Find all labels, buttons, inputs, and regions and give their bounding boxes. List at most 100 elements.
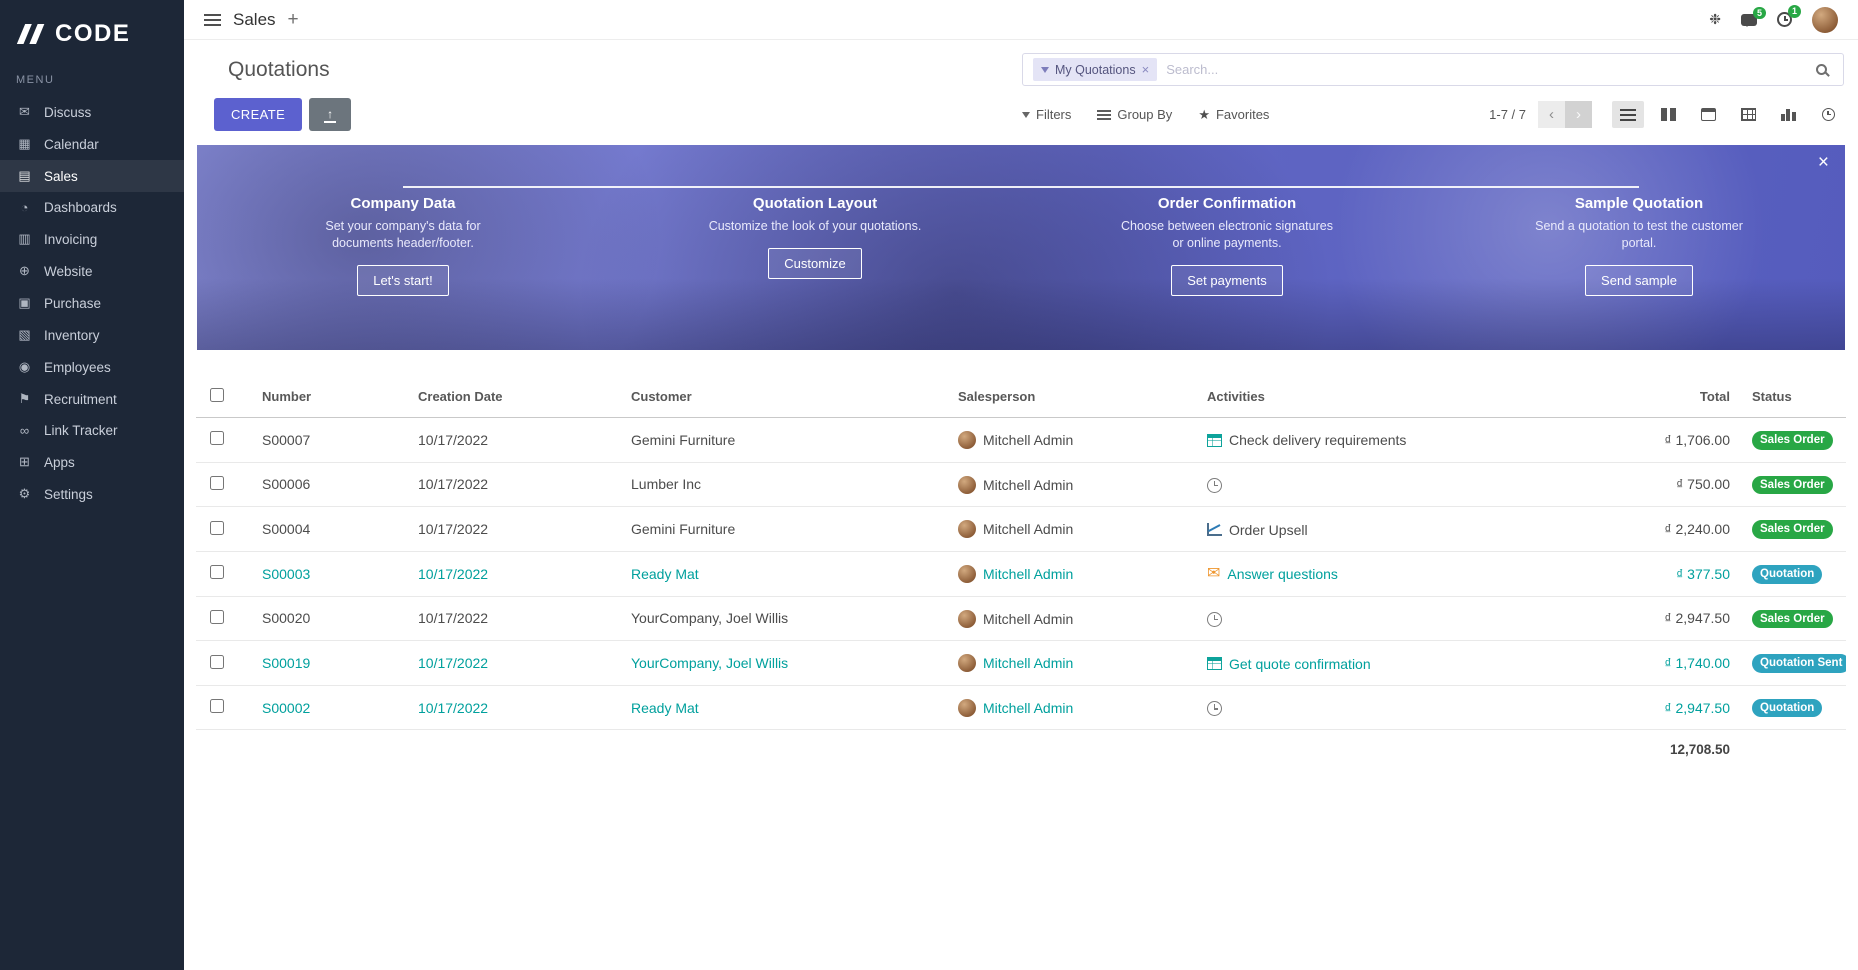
user-avatar[interactable] xyxy=(1812,6,1838,33)
messages-icon[interactable]: 5 xyxy=(1741,6,1766,27)
search-input[interactable] xyxy=(1166,62,1807,77)
header-salesperson[interactable]: Salesperson xyxy=(950,376,1199,418)
activity-cell[interactable] xyxy=(1199,462,1532,508)
sidebar-item-dashboards[interactable]: ◔ Dashboards xyxy=(0,192,184,223)
header-total[interactable]: Total xyxy=(1532,376,1738,418)
header-customer[interactable]: Customer xyxy=(623,376,950,418)
row-checkbox[interactable] xyxy=(210,609,224,624)
table-row[interactable]: S00002 10/17/2022 Ready Mat Mitchell Admin ₫… xyxy=(196,685,1846,731)
sidebar-item-website[interactable]: ⊕ Website xyxy=(0,255,184,287)
main-area: Sales + ❉ 5 1 Quotations xyxy=(184,0,1858,970)
total-amount: ₫ 2,947.50 xyxy=(1532,596,1738,642)
row-checkbox[interactable] xyxy=(210,520,224,535)
activity-cell[interactable]: ✉ Answer questions xyxy=(1199,551,1532,597)
salesperson-cell: Mitchell Admin xyxy=(950,551,1199,597)
search-filter-chip[interactable]: My Quotations × xyxy=(1033,58,1158,81)
table-row[interactable]: S00003 10/17/2022 Ready Mat Mitchell Admin ✉… xyxy=(196,551,1846,597)
hamburger-menu-icon[interactable] xyxy=(204,13,221,26)
sidebar-item-sales[interactable]: ▤ Sales xyxy=(0,160,184,192)
list-view-button[interactable] xyxy=(1612,101,1644,128)
sidebar-item-invoicing[interactable]: ▥ Invoicing xyxy=(0,223,184,255)
upload-button[interactable]: ↑ xyxy=(309,98,352,131)
plus-icon[interactable]: + xyxy=(287,9,299,30)
table-row[interactable]: S00006 10/17/2022 Lumber Inc Mitchell Admin… xyxy=(196,462,1846,508)
calendar-view-button[interactable] xyxy=(1692,101,1724,128)
header-number[interactable]: Number xyxy=(254,376,410,418)
pager-next-button[interactable]: › xyxy=(1565,101,1592,128)
activity-cell[interactable]: Order Upsell xyxy=(1199,506,1532,552)
list-activity-icon xyxy=(1207,433,1222,447)
step-action-button[interactable]: Set payments xyxy=(1171,264,1283,296)
sidebar-item-label: Invoicing xyxy=(44,231,98,247)
salesperson-avatar xyxy=(958,698,976,717)
step-action-button[interactable]: Let's start! xyxy=(357,264,449,296)
activity-cell[interactable]: Check delivery requirements xyxy=(1199,417,1532,463)
select-all-checkbox[interactable] xyxy=(210,388,224,402)
row-checkbox[interactable] xyxy=(210,475,224,490)
filters-button[interactable]: Filters xyxy=(1022,107,1071,122)
step-action-button[interactable]: Send sample xyxy=(1585,264,1693,296)
sidebar-item-calendar[interactable]: ▦ Calendar xyxy=(0,128,184,160)
salesperson-avatar xyxy=(958,430,976,449)
pivot-view-button[interactable] xyxy=(1732,101,1764,128)
sidebar-item-recruitment[interactable]: ⚑ Recruitment xyxy=(0,383,184,415)
activity-cell[interactable] xyxy=(1199,685,1532,731)
step-action-button[interactable]: Customize xyxy=(768,247,862,279)
table-row[interactable]: S00007 10/17/2022 Gemini Furniture Mitchell… xyxy=(196,417,1846,463)
sidebar-item-apps[interactable]: ⊞ Apps xyxy=(0,446,184,478)
activity-cell[interactable] xyxy=(1199,596,1532,642)
close-icon[interactable]: × xyxy=(1817,152,1829,173)
remove-filter-icon[interactable]: × xyxy=(1141,62,1150,77)
activities-icon[interactable]: 1 xyxy=(1777,5,1801,27)
sidebar-item-purchase[interactable]: ▣ Purchase xyxy=(0,287,184,319)
customer-name: Gemini Furniture xyxy=(623,417,950,463)
favorites-button[interactable]: ★ Favorites xyxy=(1198,106,1270,123)
group-by-button[interactable]: Group By xyxy=(1097,107,1172,122)
onboarding-step: Sample Quotation Send a quotation to test… xyxy=(1433,182,1845,350)
list-activity-icon xyxy=(1207,657,1222,671)
customer-name: Gemini Furniture xyxy=(623,506,950,552)
topbar-actions: ❉ 5 1 xyxy=(1709,5,1838,33)
activity-label: Answer questions xyxy=(1227,566,1338,583)
total-amount: ₫ 2,240.00 xyxy=(1532,506,1738,552)
table-row[interactable]: S00019 10/17/2022 YourCompany, Joel Willis… xyxy=(196,640,1846,686)
onboarding-step: Order Confirmation Choose between electro… xyxy=(1021,182,1433,350)
row-checkbox[interactable] xyxy=(210,431,224,446)
header-activities[interactable]: Activities xyxy=(1199,376,1532,418)
sidebar-item-discuss[interactable]: ✉ Discuss xyxy=(0,96,184,128)
app-title[interactable]: Sales xyxy=(233,9,276,29)
row-checkbox[interactable] xyxy=(210,654,224,669)
control-panel: Quotations My Quotations × CREATE ↑ Filt… xyxy=(184,40,1858,143)
salesperson-avatar xyxy=(958,609,976,628)
sidebar-item-label: Dashboards xyxy=(44,200,117,215)
table-row[interactable]: S00020 10/17/2022 YourCompany, Joel Willis… xyxy=(196,596,1846,642)
sidebar-item-settings[interactable]: ⚙ Settings xyxy=(0,478,184,510)
search-box[interactable]: My Quotations × xyxy=(1022,53,1844,86)
table-row[interactable]: S00004 10/17/2022 Gemini Furniture Mitchell… xyxy=(196,506,1846,552)
total-amount: ₫ 1,740.00 xyxy=(1532,640,1738,686)
header-status[interactable]: Status xyxy=(1738,376,1846,418)
graph-view-button[interactable] xyxy=(1772,101,1804,128)
create-button[interactable]: CREATE xyxy=(214,98,303,131)
activity-view-button[interactable] xyxy=(1812,101,1844,128)
activity-cell[interactable]: Get quote confirmation xyxy=(1199,640,1532,686)
sidebar-item-link-tracker[interactable]: ∞ Link Tracker xyxy=(0,415,184,446)
header-creation-date[interactable]: Creation Date xyxy=(410,376,623,418)
row-checkbox[interactable] xyxy=(210,699,224,714)
creation-date: 10/17/2022 xyxy=(410,685,623,731)
sidebar-item-employees[interactable]: ◉ Employees xyxy=(0,351,184,383)
pager-previous-button[interactable]: ‹ xyxy=(1538,101,1565,128)
search-icon[interactable] xyxy=(1816,64,1827,75)
pager-text: 1-7 / 7 xyxy=(1489,107,1526,122)
kanban-view-button[interactable] xyxy=(1652,101,1684,128)
bug-icon[interactable]: ❉ xyxy=(1709,11,1721,27)
sidebar-item-inventory[interactable]: ▧ Inventory xyxy=(0,319,184,351)
creation-date: 10/17/2022 xyxy=(410,417,623,463)
onboarding-step: Quotation Layout Customize the look of yo… xyxy=(609,182,1021,350)
sidebar-item-label: Employees xyxy=(44,359,111,375)
row-checkbox[interactable] xyxy=(210,565,224,580)
salesperson-cell: Mitchell Admin xyxy=(950,506,1199,552)
status-cell: Quotation Sent xyxy=(1738,640,1846,686)
app-logo[interactable]: CODE xyxy=(0,0,184,72)
